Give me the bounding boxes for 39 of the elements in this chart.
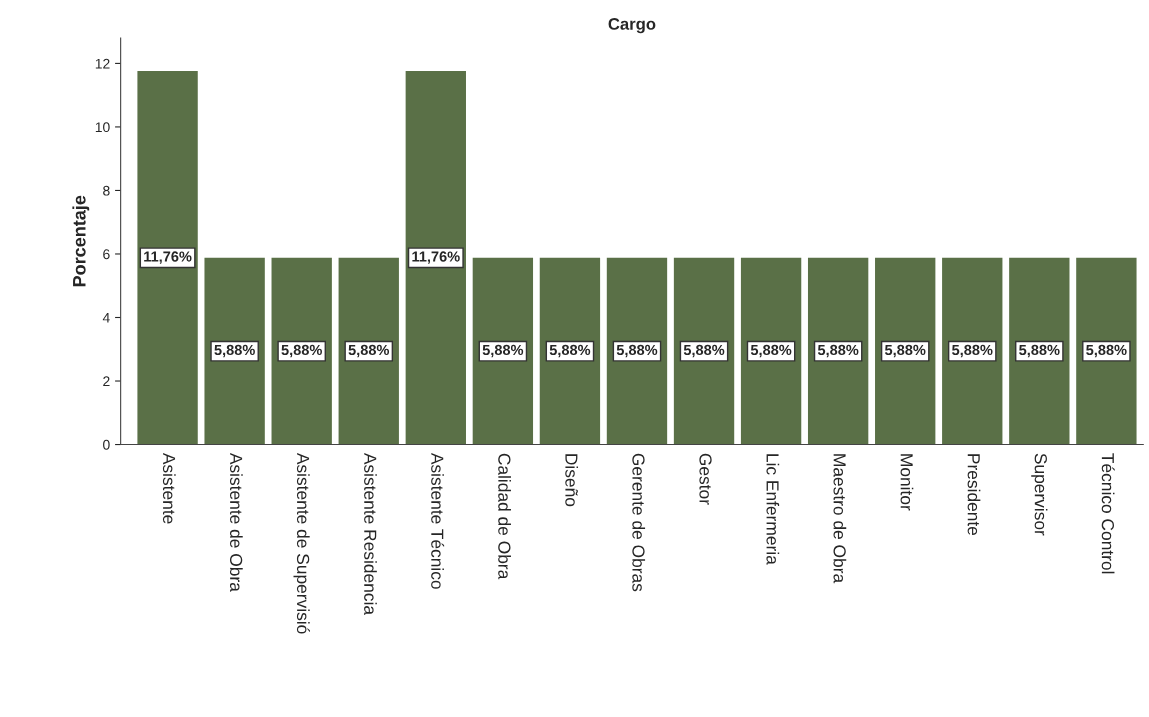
- x-tick-label: Diseño: [565, 454, 579, 507]
- x-tick-label: Asistente Técnico: [431, 452, 445, 589]
- x-tick-label: Asistente de Supervisió: [293, 452, 310, 634]
- x-tick-label: Asistente: [162, 452, 176, 524]
- x-tick-label: Calidad de Obra: [498, 453, 511, 580]
- x-tick-label: Supervisor: [1031, 453, 1048, 536]
- data-label: 5,88%: [1086, 344, 1127, 358]
- data-label: 11,76%: [412, 251, 460, 264]
- y-tick-label: 0: [103, 439, 110, 450]
- data-label: 5,88%: [952, 344, 993, 358]
- data-label: 5,88%: [214, 344, 255, 358]
- chart-title: Cargo: [608, 18, 656, 34]
- y-axis-title: Porcentaje: [72, 195, 90, 287]
- y-tick-label: 6: [103, 249, 110, 260]
- x-tick-label: Lic Enfermeria: [766, 454, 780, 565]
- y-tick-label: 12: [95, 58, 110, 69]
- data-label: 5,88%: [549, 344, 591, 358]
- y-tick-label: 2: [103, 376, 110, 387]
- data-label: 5,88%: [884, 344, 926, 358]
- x-tick-label: Presidente: [967, 454, 981, 536]
- x-tick-label: Asistente Residencia: [364, 452, 377, 615]
- y-tick-label: 8: [103, 185, 110, 196]
- data-label: 5,88%: [817, 344, 859, 358]
- x-tick-label: Maestro de Obra: [833, 454, 847, 584]
- x-tick-label: Gestor: [699, 453, 712, 505]
- data-label: 5,88%: [1019, 344, 1060, 358]
- data-label: 5,88%: [616, 344, 658, 358]
- y-tick-label: 10: [95, 122, 110, 133]
- data-label: 5,88%: [348, 344, 390, 358]
- x-tick-label: Técnico Control: [1101, 453, 1115, 574]
- x-tick-label: Monitor: [900, 454, 914, 511]
- data-label: 5,88%: [281, 344, 322, 358]
- data-label: 5,88%: [482, 344, 524, 358]
- y-tick-label: 4: [102, 312, 110, 323]
- x-tick-label: Asistente de Obra: [229, 452, 243, 592]
- data-label: 5,88%: [683, 344, 725, 358]
- x-tick-label: Gerente de Obras: [632, 453, 646, 592]
- data-label: 5,88%: [750, 344, 792, 358]
- data-label: 11,76%: [144, 251, 192, 264]
